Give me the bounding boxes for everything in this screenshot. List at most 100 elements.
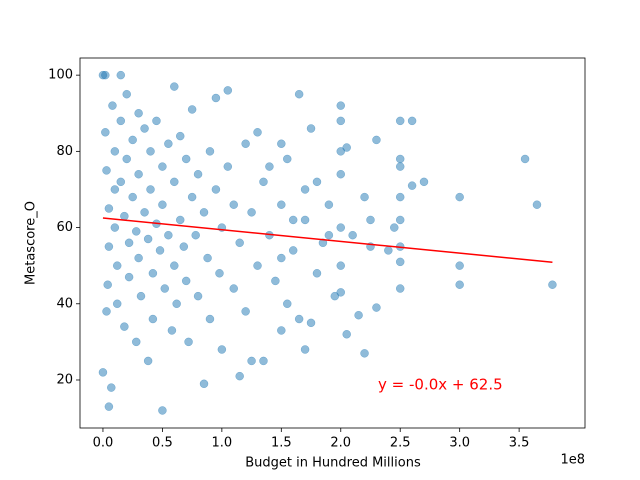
point xyxy=(120,322,129,331)
point xyxy=(131,227,141,236)
y-tick-label: 60 xyxy=(56,220,73,235)
point xyxy=(164,139,173,148)
point xyxy=(229,200,238,209)
point xyxy=(277,326,286,335)
point xyxy=(146,185,155,194)
point xyxy=(259,356,268,366)
point xyxy=(184,337,193,347)
point xyxy=(548,280,557,289)
point xyxy=(354,310,363,320)
point xyxy=(170,177,179,187)
point xyxy=(342,330,351,339)
point xyxy=(205,147,215,156)
point xyxy=(283,299,292,309)
point xyxy=(203,253,212,263)
point xyxy=(384,246,393,255)
point xyxy=(124,238,134,248)
point xyxy=(205,314,215,324)
point xyxy=(160,284,170,293)
point xyxy=(110,185,120,194)
point xyxy=(143,356,153,366)
y-tick-label: 40 xyxy=(56,296,73,311)
point xyxy=(277,139,286,148)
point xyxy=(181,276,191,286)
point xyxy=(170,261,179,270)
point xyxy=(158,406,167,415)
point xyxy=(175,131,185,141)
point xyxy=(158,200,167,209)
fit-line xyxy=(102,217,553,263)
point xyxy=(120,211,129,221)
x-tick-label: 2.5 xyxy=(390,436,411,451)
point xyxy=(128,192,137,202)
point xyxy=(241,139,250,148)
point xyxy=(101,70,110,80)
point xyxy=(124,272,134,282)
point xyxy=(152,116,161,126)
point xyxy=(101,128,110,137)
point xyxy=(104,402,114,411)
point xyxy=(265,162,274,171)
point xyxy=(318,238,328,248)
point xyxy=(336,147,346,156)
point xyxy=(134,109,143,118)
point xyxy=(366,215,375,225)
point xyxy=(520,154,530,164)
point xyxy=(277,200,286,209)
point xyxy=(300,185,310,194)
x-tick-label: 3.5 xyxy=(509,436,530,451)
point xyxy=(306,318,316,328)
point xyxy=(372,303,381,312)
point xyxy=(193,169,203,179)
point xyxy=(336,261,346,270)
point xyxy=(235,238,244,248)
point xyxy=(131,337,141,347)
point xyxy=(283,154,292,164)
point xyxy=(172,299,181,309)
point xyxy=(288,246,298,255)
point xyxy=(164,230,173,240)
point xyxy=(312,177,322,187)
point xyxy=(122,154,131,164)
point xyxy=(104,204,114,213)
point xyxy=(395,257,405,267)
point xyxy=(170,82,179,91)
point xyxy=(122,89,131,99)
point xyxy=(158,162,167,171)
point xyxy=(455,280,464,289)
point xyxy=(116,116,126,126)
point xyxy=(143,234,153,244)
point xyxy=(419,177,429,187)
point xyxy=(175,215,185,225)
point xyxy=(191,230,200,240)
point xyxy=(102,307,111,316)
point xyxy=(324,200,334,209)
x-offset-label: 1e8 xyxy=(560,453,585,468)
point xyxy=(360,349,369,358)
point xyxy=(395,215,405,225)
point xyxy=(148,269,158,278)
point xyxy=(187,105,197,114)
point xyxy=(211,93,221,103)
x-tick-label: 2.0 xyxy=(330,436,351,451)
point xyxy=(324,230,334,240)
x-tick-label: 1.0 xyxy=(212,436,233,451)
point xyxy=(395,154,405,164)
point xyxy=(277,253,286,263)
y-tick-label: 20 xyxy=(56,372,73,387)
y-axis-label: Metascore_O xyxy=(24,201,39,285)
point xyxy=(98,368,108,377)
y-tick-label: 100 xyxy=(48,68,73,83)
point xyxy=(181,154,191,164)
point xyxy=(112,299,122,309)
point xyxy=(407,181,417,190)
point xyxy=(128,135,137,145)
point xyxy=(312,269,322,278)
point xyxy=(223,86,233,95)
point xyxy=(288,215,298,225)
point xyxy=(294,314,304,324)
point xyxy=(390,223,399,232)
point xyxy=(134,253,143,263)
plot-frame xyxy=(79,57,586,429)
